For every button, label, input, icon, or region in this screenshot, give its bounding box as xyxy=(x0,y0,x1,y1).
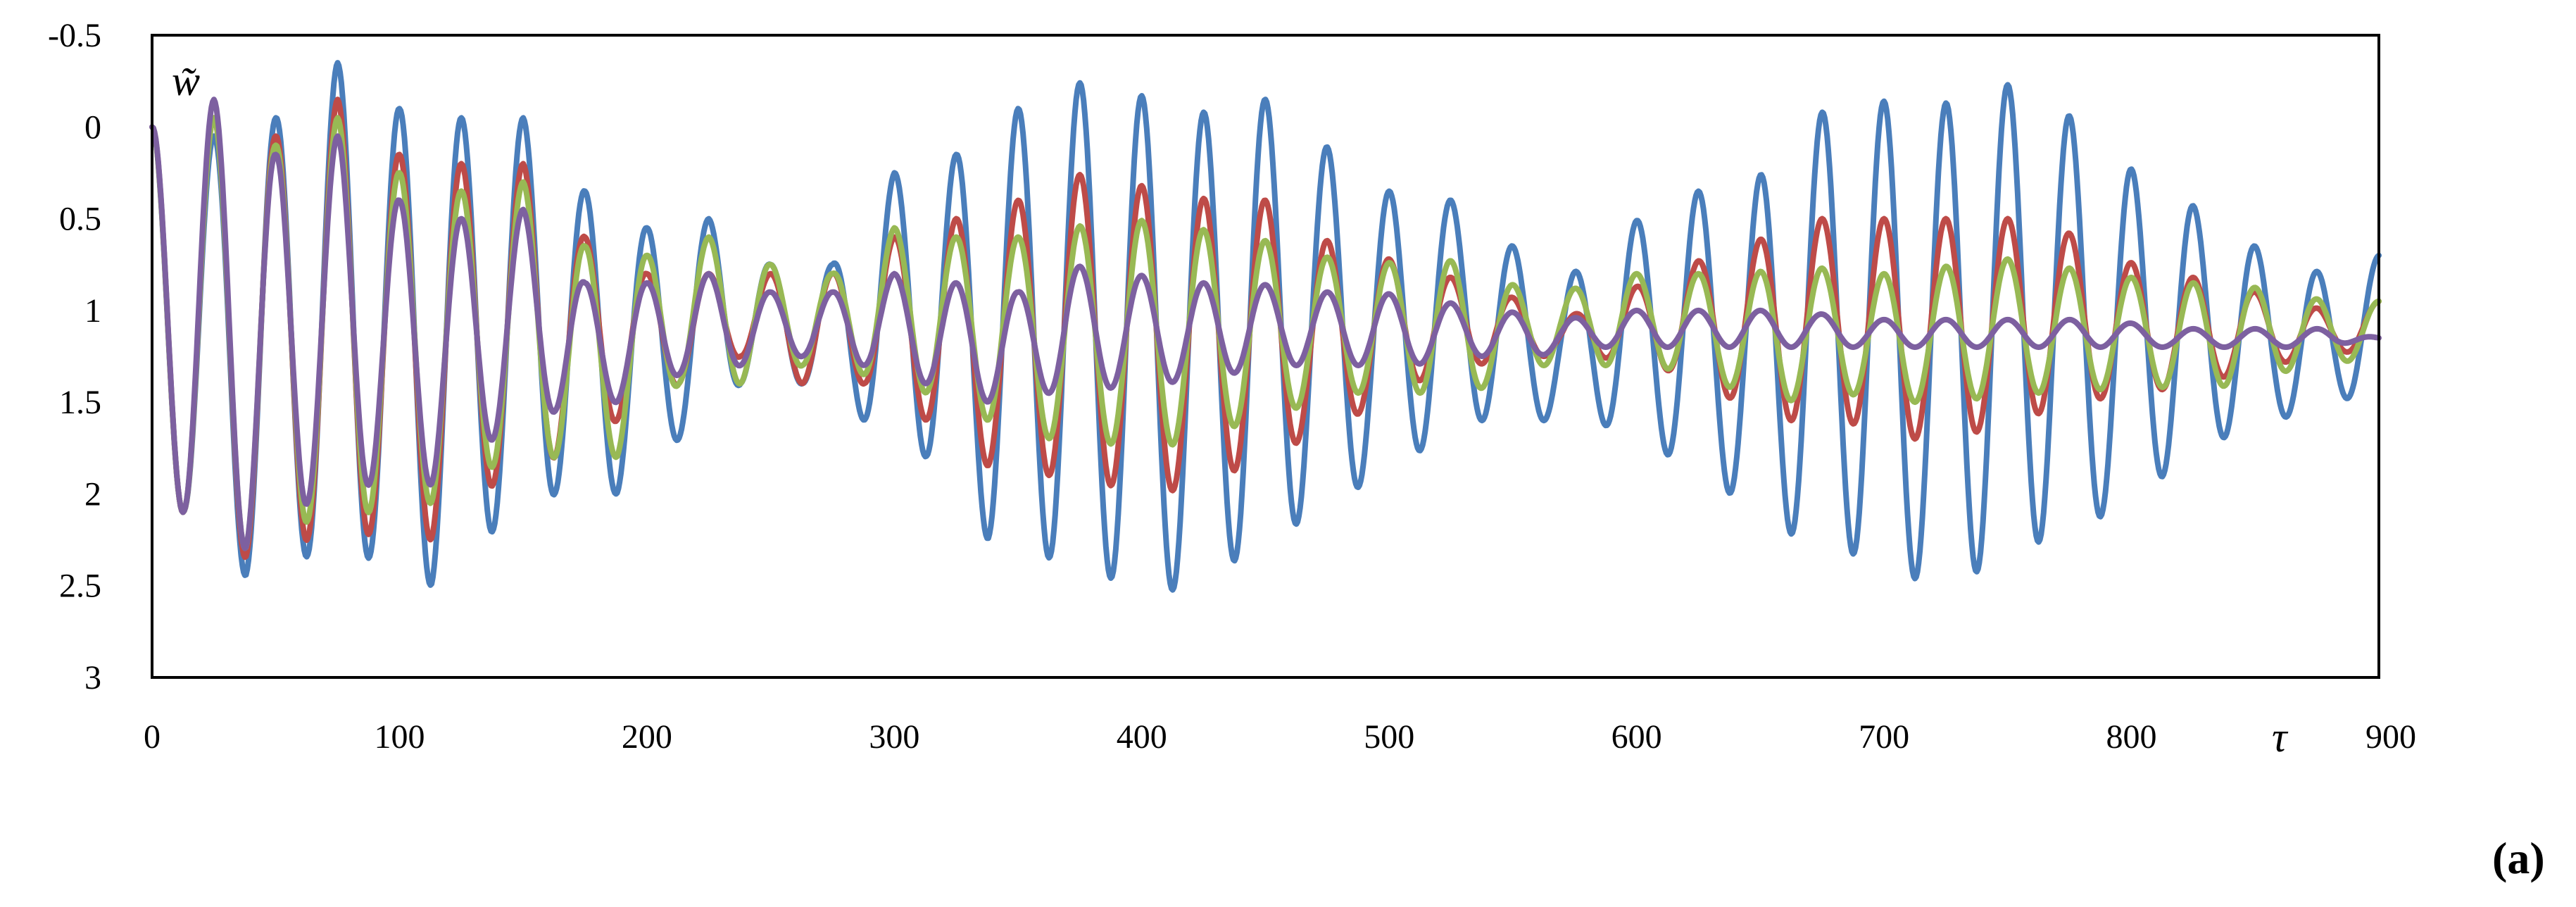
y-tick-label: 2.5 xyxy=(59,568,101,605)
series-line-1 xyxy=(149,60,2382,593)
x-tick-label: 500 xyxy=(1364,718,1414,756)
series-line-2 xyxy=(149,96,2382,561)
y-tick-label: 1.5 xyxy=(59,384,101,421)
x-tick-label: 900 xyxy=(2365,718,2416,756)
series-layer xyxy=(149,60,2382,593)
series-line-3 xyxy=(149,115,2382,551)
x-tick-label: 800 xyxy=(2106,718,2157,756)
x-tick-label: 400 xyxy=(1117,718,1167,756)
x-axis-ticks: 0 100 200 300 400 500 600 700 800 900 xyxy=(144,718,2416,756)
y-tick-label: 1 xyxy=(84,292,101,330)
y-tick-label: 0 xyxy=(84,108,101,146)
x-tick-label: 0 xyxy=(144,718,161,756)
y-axis-label: w̃ xyxy=(172,58,200,104)
x-tick-label: 600 xyxy=(1611,718,1662,756)
y-tick-label: 3 xyxy=(84,659,101,696)
plot-frame xyxy=(151,34,2380,679)
panel-label: (a) xyxy=(2492,833,2545,883)
x-axis-label: τ xyxy=(2272,714,2289,761)
y-axis-ticks: -0.5 0 0.5 1 1.5 2 2.5 3 xyxy=(48,17,101,696)
y-tick-label: -0.5 xyxy=(48,17,101,54)
x-tick-label: 100 xyxy=(374,718,425,756)
series-line-4 xyxy=(149,96,2382,551)
y-tick-label: 0.5 xyxy=(59,201,101,238)
x-tick-label: 300 xyxy=(869,718,919,756)
y-tick-label: 2 xyxy=(84,475,101,513)
x-tick-label: 200 xyxy=(622,718,672,756)
x-tick-label: 700 xyxy=(1859,718,1909,756)
